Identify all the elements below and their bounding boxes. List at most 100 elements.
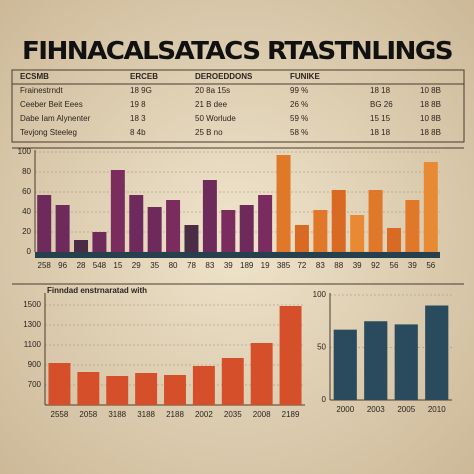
table-frame xyxy=(11,69,465,143)
table-cell: 18 18 xyxy=(370,86,391,95)
bar xyxy=(77,372,100,405)
bar xyxy=(106,376,129,405)
x-tick-label: 3188 xyxy=(137,410,155,419)
bar xyxy=(350,215,365,252)
y-tick-label: 1100 xyxy=(24,340,42,349)
table-cell: Ceeber Beit Eees xyxy=(20,100,83,109)
x-tick-label: 72 xyxy=(297,261,306,270)
table-cell: 18 18 xyxy=(370,128,391,137)
x-tick-label: 56 xyxy=(426,261,435,270)
x-tick-label: 92 xyxy=(371,261,380,270)
x-tick-label: 2058 xyxy=(79,410,97,419)
table-cell: 18 8B xyxy=(420,100,441,109)
bar xyxy=(147,207,162,252)
bar xyxy=(37,195,52,252)
bar xyxy=(221,358,244,405)
table-cell: 18 3 xyxy=(130,114,146,123)
x-tick-label: 2005 xyxy=(397,405,415,414)
bar xyxy=(110,170,125,252)
x-tick-label: 39 xyxy=(408,261,417,270)
table-cell: 26 % xyxy=(290,100,308,109)
chart-title: Finndad enstrnaratad with xyxy=(47,286,147,295)
table-cell: 19 8 xyxy=(130,100,146,109)
bar xyxy=(202,180,217,252)
bar xyxy=(364,321,388,400)
x-tick-label: 39 xyxy=(224,261,233,270)
x-tick-label: 2003 xyxy=(367,405,385,414)
bar xyxy=(184,225,199,252)
y-tick-label: 60 xyxy=(22,187,31,196)
y-tick-label: 50 xyxy=(317,343,326,352)
y-tick-label: 1500 xyxy=(23,300,41,309)
x-tick-label: 2010 xyxy=(428,405,446,414)
table-cell: Frainestrndt xyxy=(20,86,63,95)
x-tick-label: 15 xyxy=(113,261,122,270)
bar xyxy=(164,375,186,405)
y-tick-label: 100 xyxy=(313,290,327,299)
bar xyxy=(368,190,383,252)
x-tick-label: 96 xyxy=(58,261,67,270)
x-tick-label: 56 xyxy=(390,261,399,270)
table-header: FUNIKE xyxy=(290,72,320,81)
bar xyxy=(258,195,273,252)
x-tick-label: 2035 xyxy=(224,410,242,419)
table-cell: 59 % xyxy=(290,114,308,123)
bar xyxy=(92,232,107,252)
x-tick-label: 83 xyxy=(316,261,325,270)
x-tick-label: 2002 xyxy=(195,410,213,419)
table-cell: 50 Worlude xyxy=(195,114,236,123)
bar xyxy=(55,205,70,252)
x-tick-label: 39 xyxy=(353,261,362,270)
x-tick-label: 2558 xyxy=(51,410,69,419)
y-tick-label: 900 xyxy=(28,360,42,369)
bar xyxy=(221,210,236,252)
x-tick-label: 78 xyxy=(187,261,196,270)
x-tick-label: 2000 xyxy=(336,405,354,414)
x-tick-label: 88 xyxy=(334,261,343,270)
table-cell: 99 % xyxy=(290,86,308,95)
x-tick-label: 258 xyxy=(38,261,52,270)
x-tick-label: 2008 xyxy=(253,410,271,419)
bar xyxy=(333,329,357,400)
bar xyxy=(48,363,71,405)
x-tick-label: 548 xyxy=(93,261,107,270)
bar xyxy=(192,366,215,405)
x-tick-label: 2188 xyxy=(166,410,184,419)
bar xyxy=(166,200,181,252)
table-cell: 18 9G xyxy=(130,86,152,95)
y-tick-label: 20 xyxy=(22,227,31,236)
bar xyxy=(279,306,302,405)
table-cell: 25 B no xyxy=(195,128,223,137)
table-cell: 10 8B xyxy=(420,86,441,95)
bar xyxy=(425,305,449,400)
x-tick-label: 19 xyxy=(261,261,270,270)
table-cell: BG 26 xyxy=(370,100,393,109)
table-header: ERCEB xyxy=(130,72,158,81)
bar xyxy=(129,195,144,252)
table-cell: Dabe Iam Alynenter xyxy=(20,114,91,123)
table-header: ECSMB xyxy=(20,72,49,81)
y-tick-label: 40 xyxy=(22,207,31,216)
x-tick-label: 385 xyxy=(277,261,291,270)
baseline-band xyxy=(35,252,440,258)
bar xyxy=(331,190,346,252)
table-cell: 15 15 xyxy=(370,114,391,123)
x-tick-label: 83 xyxy=(205,261,214,270)
x-tick-label: 3188 xyxy=(108,410,126,419)
x-tick-label: 2189 xyxy=(282,410,300,419)
table-cell: 8 4b xyxy=(130,128,146,137)
table-cell: 21 B dee xyxy=(195,100,228,109)
bar xyxy=(405,200,420,252)
x-tick-label: 35 xyxy=(150,261,159,270)
y-tick-label: 700 xyxy=(28,380,42,389)
y-tick-label: 100 xyxy=(18,147,32,156)
bar xyxy=(239,205,254,252)
bar xyxy=(423,162,438,252)
table-cell: 18 8B xyxy=(420,128,441,137)
bar xyxy=(74,240,89,252)
bar xyxy=(135,373,158,405)
x-tick-label: 189 xyxy=(240,261,254,270)
x-tick-label: 28 xyxy=(77,261,86,270)
table-cell: 58 % xyxy=(290,128,308,137)
